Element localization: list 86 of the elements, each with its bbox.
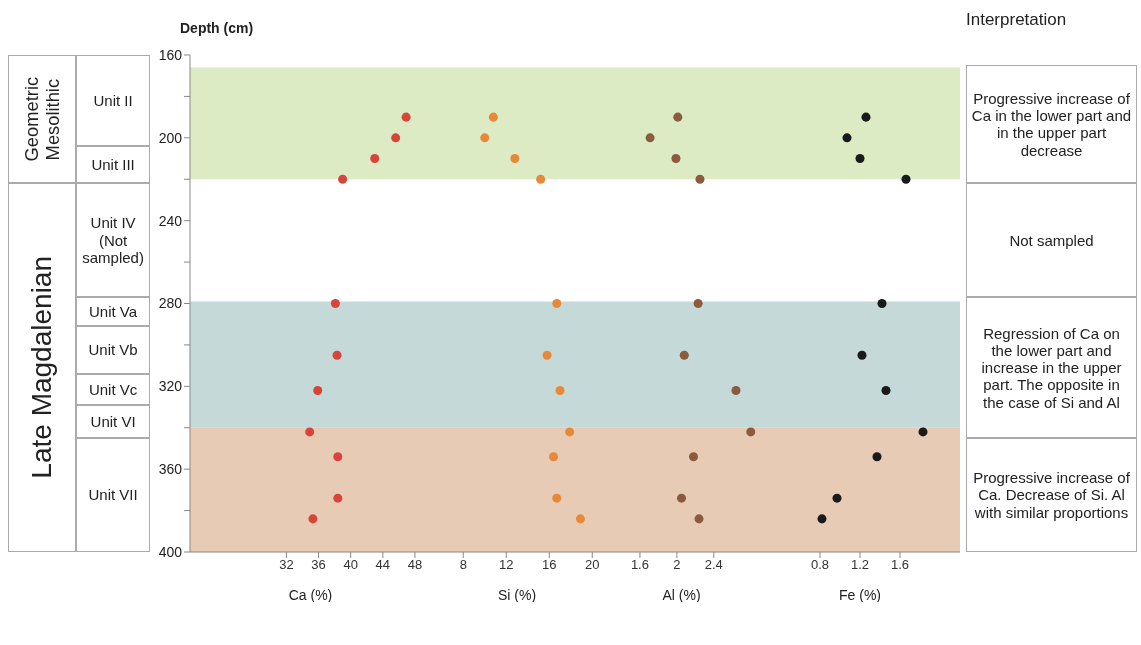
- y-tick-label: 160: [158, 46, 183, 63]
- point: [855, 154, 865, 164]
- point: [332, 350, 342, 360]
- point: [313, 385, 323, 395]
- y-tick-label: 240: [158, 212, 183, 229]
- x-tick-label: 1.2: [850, 557, 870, 573]
- text: Unit II: [92, 91, 134, 110]
- point: [333, 493, 343, 503]
- x-tick-label: 20: [585, 557, 600, 573]
- text: Unit VI: [89, 412, 137, 431]
- point: [333, 452, 343, 462]
- text: Unit Vc: [87, 380, 139, 399]
- y-tick-label: 360: [158, 461, 183, 478]
- point: [693, 298, 703, 309]
- x-axis-title: Si (%): [497, 587, 537, 603]
- x-tick-label: 44: [375, 557, 391, 573]
- point: [549, 452, 559, 462]
- point: [552, 493, 562, 503]
- point: [338, 174, 348, 184]
- point: [488, 112, 498, 122]
- point: [832, 493, 842, 503]
- point: [877, 298, 887, 309]
- text: Unit VII: [87, 486, 139, 504]
- point: [695, 174, 705, 184]
- point: [861, 112, 871, 122]
- point: [731, 385, 741, 395]
- point: [552, 298, 562, 309]
- text: Unit III: [90, 156, 136, 174]
- point: [391, 133, 401, 143]
- text: Progressive increase of Ca in the lower part and in the upper part decrease: [971, 89, 1132, 159]
- text: Unit IV (Not sampled): [81, 214, 145, 267]
- x-tick-label: 48: [407, 557, 423, 573]
- x-axis-title: Fe (%): [839, 587, 881, 603]
- y-tick-label: 280: [158, 295, 183, 312]
- text: Unit Vb: [87, 341, 139, 359]
- point: [480, 133, 490, 143]
- text: Interpretation: [966, 10, 1068, 30]
- x-tick-label: 40: [343, 557, 358, 573]
- point: [901, 174, 911, 184]
- y-axis-title: Depth (cm): [180, 20, 254, 36]
- point: [673, 112, 683, 122]
- point: [565, 427, 575, 437]
- x-tick-label: 32: [279, 557, 294, 573]
- point: [918, 427, 928, 437]
- point: [679, 350, 689, 360]
- x-tick-label: 36: [311, 557, 326, 573]
- x-axis-title: Al (%): [662, 587, 701, 603]
- point: [817, 514, 827, 524]
- x-tick-label: 0.8: [810, 557, 830, 573]
- text: Regression of Ca on the lower part and increase in the upper part. The opposite in the case of Si and Al: [980, 324, 1123, 411]
- x-tick-label: 2: [673, 557, 681, 573]
- x-tick-label: 1.6: [890, 557, 910, 573]
- x-tick-label: 8: [459, 557, 467, 573]
- point: [401, 112, 411, 122]
- point: [575, 514, 585, 524]
- x-tick-label: 12: [499, 557, 514, 573]
- point: [370, 154, 380, 164]
- point: [842, 133, 852, 143]
- point: [872, 452, 882, 462]
- point: [542, 350, 552, 360]
- text: Geometric Mesolithic: [20, 75, 64, 164]
- x-axis-title: Ca (%): [288, 587, 333, 603]
- point: [305, 427, 315, 437]
- point: [555, 385, 565, 395]
- point: [510, 154, 520, 164]
- x-tick-label: 1.6: [630, 557, 649, 573]
- text: Late Magdalenian: [25, 256, 58, 479]
- point: [688, 452, 699, 462]
- point: [536, 174, 546, 184]
- x-tick-label: 16: [542, 557, 557, 573]
- point: [330, 298, 340, 309]
- y-tick-label: 400: [158, 543, 183, 560]
- text: Not sampled: [1009, 231, 1094, 249]
- y-tick-label: 200: [158, 129, 183, 146]
- point: [676, 493, 687, 503]
- text: Progressive increase of Ca. Decrease of Si. Al with similar proportions: [972, 469, 1131, 521]
- point: [694, 514, 704, 524]
- y-tick-label: 320: [158, 378, 183, 395]
- point: [308, 514, 318, 524]
- point: [746, 427, 756, 437]
- x-tick-label: 2.4: [704, 557, 723, 573]
- text: Unit Va: [88, 303, 139, 321]
- point: [645, 133, 655, 143]
- point: [881, 385, 891, 395]
- point: [671, 154, 681, 164]
- point: [857, 350, 867, 360]
